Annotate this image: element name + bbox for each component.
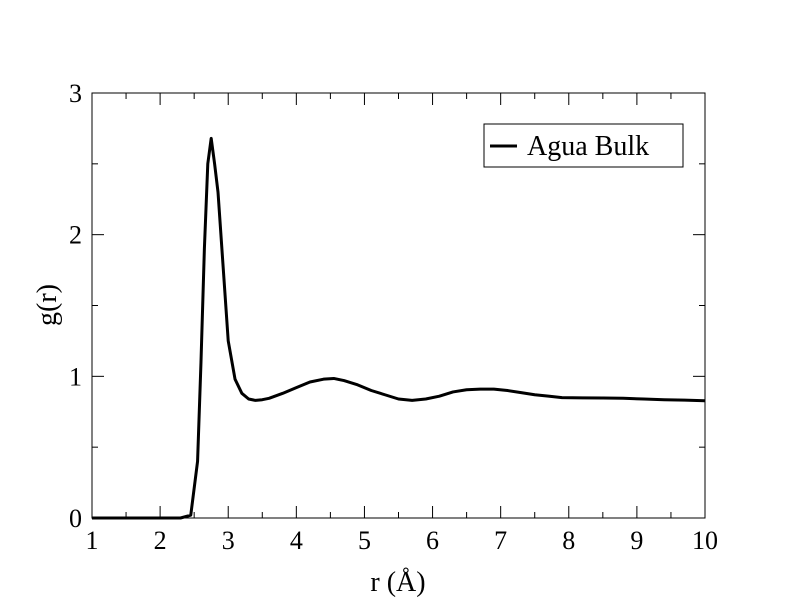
- y-tick-label: 2: [69, 221, 82, 250]
- y-tick-label: 3: [69, 79, 82, 108]
- x-tick-label: 9: [630, 526, 643, 555]
- y-axis-label: g(r): [32, 284, 63, 326]
- axis-ticks: [91, 92, 706, 519]
- x-tick-label: 7: [494, 526, 507, 555]
- x-tick-label: 3: [222, 526, 235, 555]
- x-tick-label: 4: [290, 526, 303, 555]
- series-layer: [92, 136, 706, 520]
- legend: Agua Bulk: [483, 123, 684, 168]
- x-tick-label: 10: [692, 526, 718, 555]
- x-tick-label: 1: [86, 526, 99, 555]
- x-axis-label: r (Å): [370, 567, 425, 598]
- x-tick-label: 5: [358, 526, 371, 555]
- x-tick-label: 6: [426, 526, 439, 555]
- y-tick-label: 0: [69, 504, 82, 533]
- y-tick-label: 1: [69, 362, 82, 391]
- x-tick-label: 2: [154, 526, 167, 555]
- legend-box: [483, 123, 684, 168]
- series-line: [92, 136, 706, 520]
- legend-label: Agua Bulk: [527, 131, 649, 162]
- x-tick-label: 8: [562, 526, 575, 555]
